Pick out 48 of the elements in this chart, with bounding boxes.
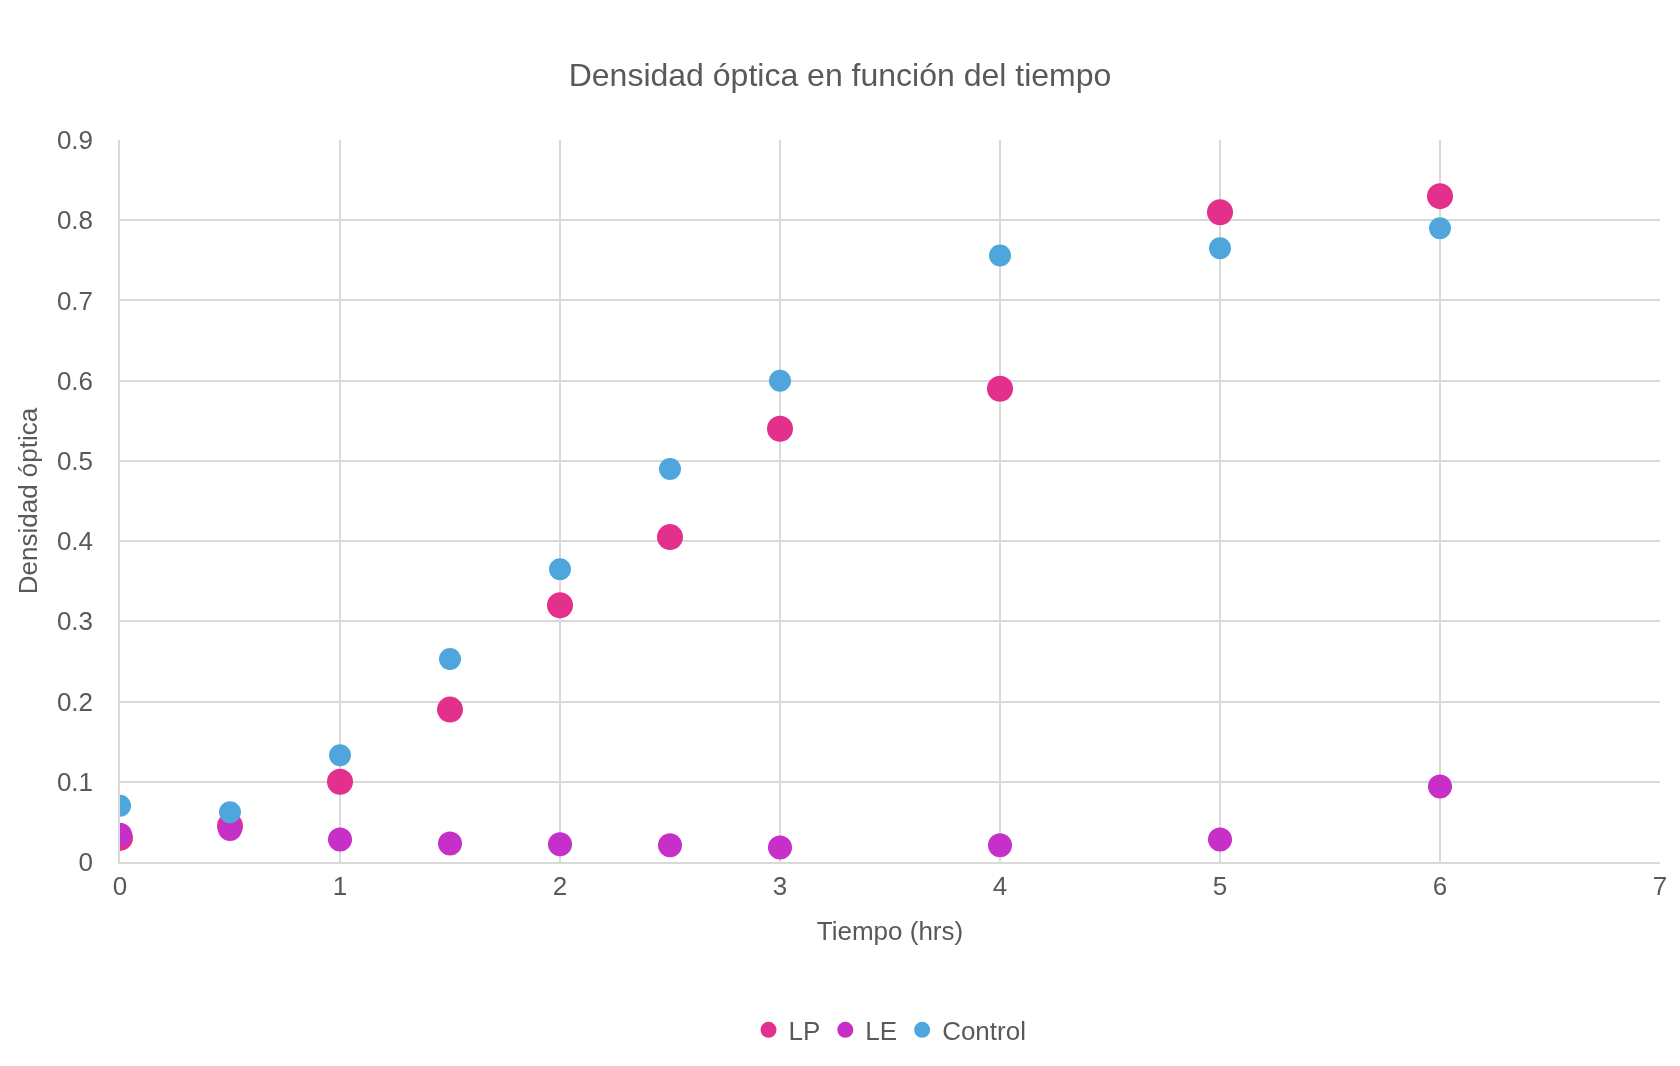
legend-label: Control [942, 1015, 1026, 1046]
y-tick-label: 0.6 [56, 365, 94, 396]
x-tick-label: 1 [332, 870, 348, 901]
chart-title: Densidad óptica en función del tiempo [568, 56, 1112, 93]
point [327, 768, 353, 795]
point [547, 592, 573, 619]
point [1207, 199, 1233, 226]
y-axis-title: Densidad óptica [12, 407, 43, 595]
point [438, 831, 462, 856]
x-tick-label: 2 [552, 870, 568, 901]
point [1429, 217, 1451, 240]
y-tick-label: 0.4 [56, 526, 94, 557]
point [989, 244, 1011, 267]
point [987, 375, 1013, 402]
x-tick-label: 4 [992, 870, 1008, 901]
point [439, 648, 461, 671]
point [1208, 827, 1232, 852]
y-tick-label: 0.5 [56, 445, 94, 476]
y-tick-label: 0.7 [56, 285, 94, 316]
y-tick-label: 0.8 [56, 205, 94, 236]
y-tick-label: 0.2 [56, 686, 94, 717]
point [1209, 237, 1231, 260]
point [988, 833, 1012, 858]
point [768, 835, 792, 860]
point [329, 744, 351, 767]
point [658, 833, 682, 858]
point [767, 415, 793, 442]
x-tick-label: 7 [1652, 870, 1668, 901]
point [769, 369, 791, 392]
legend-label: LE [865, 1015, 898, 1046]
legend-label: LP [788, 1015, 821, 1046]
x-tick-label: 6 [1432, 870, 1448, 901]
y-tick-label: 0.3 [56, 606, 94, 637]
y-tick-label: 0 [78, 847, 94, 878]
x-tick-label: 5 [1212, 870, 1228, 901]
x-tick-label: 3 [772, 870, 788, 901]
point [1427, 183, 1453, 210]
point [328, 827, 352, 852]
point [657, 524, 683, 551]
point [659, 457, 681, 480]
x-tick-label: 0 [112, 870, 128, 901]
point [1428, 774, 1452, 799]
point [437, 696, 463, 723]
point [549, 558, 571, 581]
point [548, 832, 572, 857]
y-tick-label: 0.9 [56, 125, 94, 156]
x-axis-title: Tiempo (hrs) [816, 916, 964, 947]
y-tick-label: 0.1 [56, 766, 94, 797]
